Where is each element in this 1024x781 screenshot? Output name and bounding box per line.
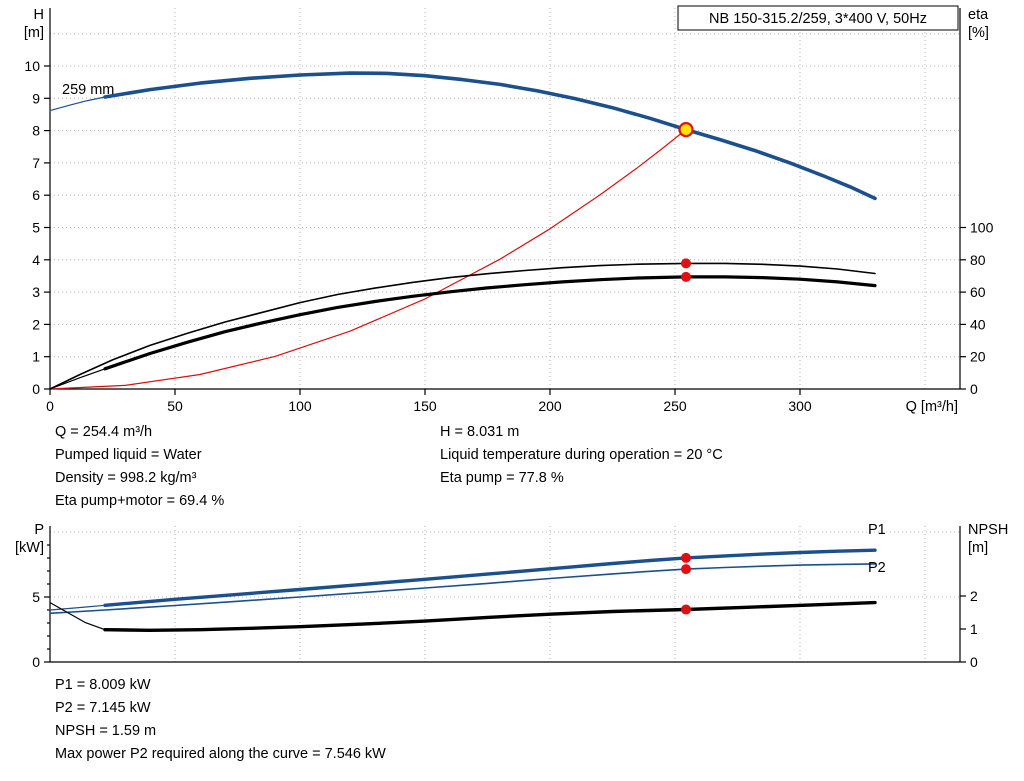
x-tick-label: 0 xyxy=(46,398,54,414)
density-text: Density = 998.2 kg/m³ xyxy=(55,470,197,486)
y-tick-label: 7 xyxy=(32,155,40,171)
x-tick-label: 200 xyxy=(538,398,562,414)
x-axis-title: Q [m³/h] xyxy=(906,399,958,415)
y2-axis-title: NPSH xyxy=(968,522,1008,538)
p1-series-label: P1 xyxy=(868,522,886,538)
y-axis-title: H xyxy=(34,7,44,23)
eta-pump-text: Eta pump = 77.8 % xyxy=(440,470,564,486)
y-tick-label: 0 xyxy=(32,654,40,670)
pump-title-box xyxy=(677,5,959,31)
y2-axis-unit: [%] xyxy=(968,25,989,41)
liquid-temp-text: Liquid temperature during operation = 20… xyxy=(440,447,723,463)
impeller-size-label: 259 mm xyxy=(62,82,114,98)
npsh-text: NPSH = 1.59 m xyxy=(55,723,157,739)
y-tick-label: 8 xyxy=(32,123,40,139)
p1-text: P1 = 8.009 kW xyxy=(55,677,151,693)
y2-axis-unit: [m] xyxy=(968,540,988,556)
eta-pump-motor-text: Eta pump+motor = 69.4 % xyxy=(55,493,225,509)
x-tick-label: 250 xyxy=(663,398,687,414)
y2-tick-label: 80 xyxy=(970,252,986,268)
x-tick-label: 100 xyxy=(288,398,312,414)
y2-tick-label: 1 xyxy=(970,621,978,637)
npsh-curve xyxy=(103,600,877,633)
head-curve xyxy=(103,71,877,201)
x-tick-label: 300 xyxy=(788,398,812,414)
head-text: H = 8.031 m xyxy=(440,424,520,440)
pumped-liquid-text: Pumped liquid = Water xyxy=(55,447,202,463)
operating-point-dot xyxy=(681,271,691,282)
y2-tick-label: 100 xyxy=(970,220,994,236)
y2-tick-label: 0 xyxy=(970,381,978,397)
y-tick-label: 5 xyxy=(32,220,40,236)
y-axis-unit: [kW] xyxy=(15,540,44,556)
y-tick-label: 9 xyxy=(32,90,40,106)
eta-pump-motor-curve xyxy=(103,275,877,371)
head-curve-lead xyxy=(49,96,106,112)
y2-tick-label: 0 xyxy=(970,654,978,670)
operating-point-dot xyxy=(681,552,691,563)
y-tick-label: 4 xyxy=(32,252,40,268)
duty-info-left: Q = 254.4 m³/h Pumped liquid = Water Den… xyxy=(55,421,224,513)
y-tick-label: 6 xyxy=(32,187,40,203)
y-tick-label: 1 xyxy=(32,349,40,365)
p2-series-label: P2 xyxy=(868,560,886,576)
y2-tick-label: 60 xyxy=(970,284,986,300)
p2-text: P2 = 7.145 kW xyxy=(55,700,151,716)
y-axis-unit: [m] xyxy=(24,25,44,41)
y-axis-title: P xyxy=(34,522,44,538)
eta-pump-motor-lead xyxy=(49,368,106,390)
p1-curve xyxy=(103,548,877,608)
duty-info-right: H = 8.031 m Liquid temperature during op… xyxy=(440,421,723,490)
p1-curve-lead xyxy=(49,604,106,611)
x-tick-label: 50 xyxy=(167,398,183,414)
max-power-text: Max power P2 required along the curve = … xyxy=(55,746,386,762)
y-tick-label: 3 xyxy=(32,284,40,300)
y2-axis-title: eta xyxy=(968,7,989,23)
power-info-block: P1 = 8.009 kW P2 = 7.145 kW NPSH = 1.59 … xyxy=(55,674,386,766)
operating-point-dot xyxy=(681,258,691,269)
y-tick-label: 0 xyxy=(32,381,40,397)
y-tick-label: 5 xyxy=(32,589,40,605)
power-npsh-chart: 0 5 0 1 2 P [kW] NPSH [m] P1 P2 xyxy=(15,522,1008,670)
eta-pump-curve xyxy=(49,262,876,390)
system-curve xyxy=(49,129,687,390)
y2-tick-label: 2 xyxy=(970,588,978,604)
y2-tick-label: 40 xyxy=(970,316,986,332)
x-tick-label: 150 xyxy=(413,398,437,414)
hq-eta-chart: 0 50 100 150 200 250 3000123456789100204060801… xyxy=(24,5,994,415)
npsh-curve-lead xyxy=(49,601,106,631)
p2-curve xyxy=(49,563,876,615)
y-tick-label: 10 xyxy=(24,58,40,74)
operating-point-dot xyxy=(681,604,691,615)
flow-text: Q = 254.4 m³/h xyxy=(55,424,153,440)
y-tick-label: 2 xyxy=(32,316,40,332)
duty-point-marker[interactable] xyxy=(678,121,694,138)
y2-tick-label: 20 xyxy=(970,349,986,365)
operating-point-dot xyxy=(681,564,691,575)
pump-title-text: NB 150-315.2/259, 3*400 V, 50Hz xyxy=(709,11,927,27)
